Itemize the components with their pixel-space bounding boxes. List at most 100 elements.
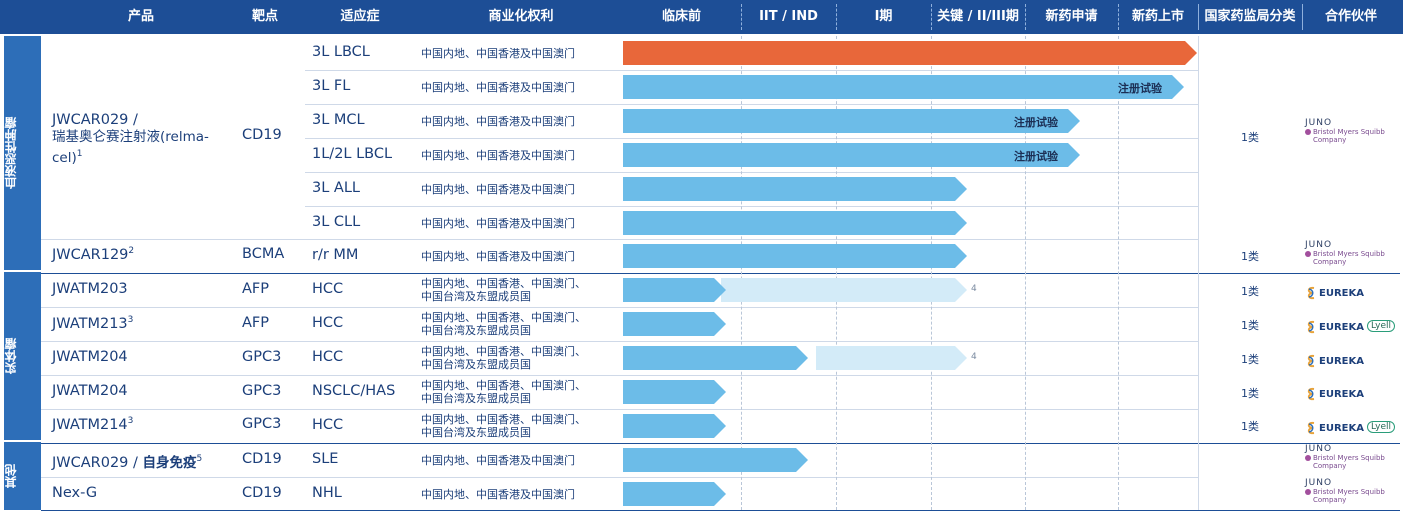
category-solid-tumor: 实体瘤 (4, 272, 41, 440)
header-stage: IIT / IND (759, 9, 818, 24)
row-divider (305, 172, 1199, 173)
category-hematologic: 血液恶性肿瘤 (4, 36, 41, 270)
product-name: JWCAR029 / (52, 455, 143, 471)
partner-eureka: EUREKA (1305, 382, 1364, 401)
header-separator (931, 4, 932, 30)
bms-name: Bristol Myers Squibb (1313, 128, 1385, 136)
footnote-mark: 4 (971, 284, 977, 295)
row-divider (305, 104, 1199, 105)
stage-gridline (741, 36, 742, 510)
eureka-icon (1307, 387, 1315, 401)
nmpa-class: 1类 (1241, 353, 1259, 366)
bms-name: Bristol Myers Squibb (1313, 250, 1385, 258)
progress-bar-label: 注册试验 (1118, 81, 1162, 95)
product-name: JWATM214 (52, 416, 128, 433)
header-stage: I期 (874, 9, 893, 24)
target-gpc3: GPC3 (242, 349, 282, 365)
indication: 3L ALL (312, 179, 360, 196)
category-label: 实体瘤 (4, 338, 18, 374)
commercial-rights: 中国内地、中国香港及中国澳门 (421, 148, 575, 162)
header-partner: 合作伙伴 (1324, 9, 1377, 24)
juno-logo: JUNO (1305, 444, 1333, 454)
progress-bar (623, 244, 967, 269)
stage-gridline (1118, 36, 1119, 510)
product-relma-cel: JWCAR029 / 瑞基奥仑赛注射液(relma- cel)1 (52, 112, 232, 167)
commercial-rights: 中国内地、中国香港及中国澳门 (421, 80, 575, 94)
partner-juno-bms: JUNO Bristol Myers Squibb Company (1305, 118, 1385, 144)
bms-company: Company (1313, 136, 1347, 144)
product-jwatm204: JWATM204 (52, 349, 128, 365)
eureka-logo: EUREKA (1305, 320, 1364, 334)
commercial-rights: 中国内地、中国香港及中国澳门 (421, 453, 575, 467)
product-jwatm204: JWATM204 (52, 383, 128, 399)
nmpa-class: 1类 (1241, 387, 1259, 400)
header-separator (836, 4, 837, 30)
commercial-rights: 中国内地、中国香港及中国澳门 (421, 487, 575, 501)
row-divider (41, 307, 1199, 308)
eureka-name: EUREKA (1319, 288, 1364, 299)
bms-name: Bristol Myers Squibb (1313, 454, 1385, 462)
stage-gridline (836, 36, 837, 510)
progress-bar-label: 注册试验 (1014, 149, 1058, 163)
juno-logo: JUNO (1305, 240, 1333, 250)
row-divider (41, 239, 1199, 240)
header-stage: 临床前 (661, 9, 701, 24)
eureka-logo: EUREKA (1305, 421, 1364, 435)
product-name-line: JWCAR029 / (52, 112, 138, 128)
bms-logo: Bristol Myers Squibb (1305, 250, 1385, 258)
header-separator (1025, 4, 1026, 30)
progress-bar (623, 447, 808, 472)
product-jwcar029-autoimmune: JWCAR029 / 自身免疫5 (52, 451, 202, 471)
row-divider (41, 341, 1199, 342)
progress-bar (623, 481, 726, 506)
target-cd19: CD19 (242, 127, 282, 143)
footnote-mark: 5 (196, 454, 203, 465)
stage-gridline (931, 36, 932, 510)
progress-bar (623, 312, 726, 337)
bms-company: Company (1313, 462, 1347, 470)
product-jwatm214: JWATM2143 (52, 416, 133, 433)
header-separator (741, 4, 742, 30)
target-gpc3: GPC3 (242, 416, 282, 432)
lyell-logo: Lyell (1366, 420, 1396, 433)
header-rights: 商业化权利 (488, 9, 554, 24)
product-jwatm213: JWATM2133 (52, 315, 133, 332)
table-bottom-line (41, 510, 1400, 511)
progress-bar (623, 346, 808, 371)
footnote-mark: 2 (128, 246, 135, 256)
eureka-icon (1307, 421, 1315, 435)
header-stage: 新药申请 (1045, 9, 1098, 24)
indication: HCC (312, 281, 344, 298)
commercial-rights: 中国内地、中国香港及中国澳门 (421, 47, 575, 60)
bms-logo: Bristol Myers Squibb (1305, 454, 1385, 462)
header-stage: 关键 / II/III期 (937, 9, 1019, 24)
bms-name: Bristol Myers Squibb (1313, 488, 1385, 496)
indication: HCC (312, 416, 344, 433)
row-divider (41, 409, 1199, 410)
indication: NHL (312, 484, 342, 501)
commercial-rights: 中国内地、中国香港、中国澳门、 中国台湾及东盟成员国 (421, 277, 586, 304)
partner-eureka-lyell: EUREKA Lyell (1305, 416, 1396, 435)
progress-bar (623, 74, 1184, 99)
footnote-mark: 3 (127, 315, 134, 325)
eureka-logo: EUREKA (1305, 286, 1364, 300)
commercial-rights: 中国内地、中国香港、中国澳门、 中国台湾及东盟成员国 (421, 379, 586, 405)
eureka-icon (1307, 286, 1315, 300)
row-divider (41, 477, 1199, 478)
target-afp: AFP (242, 281, 270, 297)
indication: 3L LBCL (312, 44, 370, 60)
commercial-rights: 中国内地、中国香港及中国澳门 (421, 250, 575, 264)
progress-bar-planned (816, 346, 967, 371)
target-cd19: CD19 (242, 485, 282, 501)
indication: 3L CLL (312, 213, 361, 230)
eureka-name: EUREKA (1319, 322, 1364, 333)
eureka-logo: EUREKA (1305, 387, 1364, 401)
category-other: 其他 (4, 442, 41, 510)
progress-bar (623, 108, 1080, 133)
bms-icon (1305, 455, 1311, 461)
header-stage: 新药上市 (1131, 9, 1184, 24)
header-target: 靶点 (251, 9, 278, 24)
indication: HCC (312, 349, 344, 366)
indication: 1L/2L LBCL (312, 145, 393, 162)
partner-juno-bms: JUNO Bristol Myers Squibb Company (1305, 478, 1385, 504)
